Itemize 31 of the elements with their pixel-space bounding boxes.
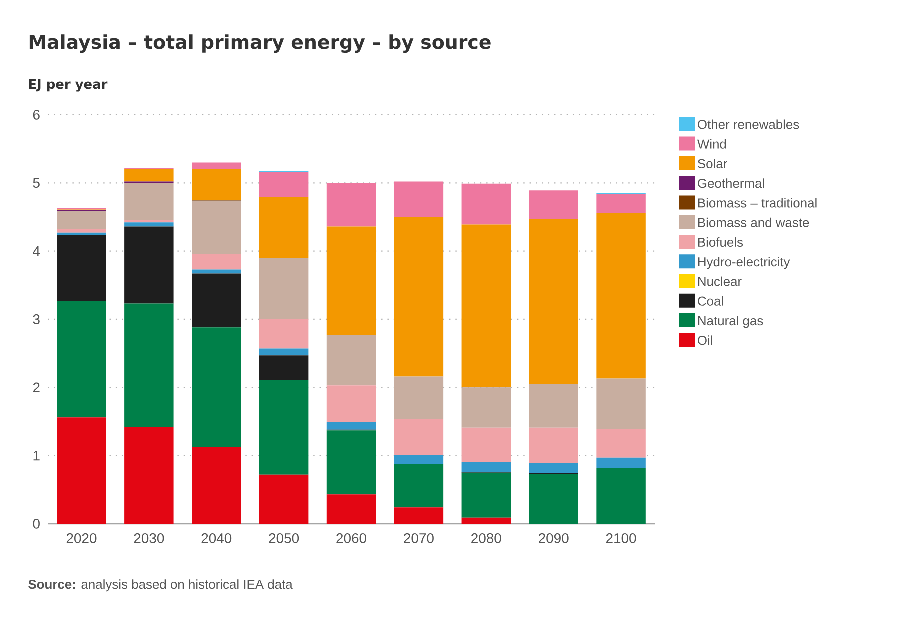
- legend-label: Biomass – traditional: [698, 198, 817, 208]
- y-axis-title: EJ per year: [29, 80, 108, 92]
- legend-label: Natural gas: [698, 316, 764, 328]
- legend-label: Hydro-electricity: [698, 257, 790, 270]
- x-tick-label: 2040: [202, 533, 232, 544]
- x-tick-label: 2090: [539, 533, 569, 544]
- x-tick-label: 2060: [336, 533, 366, 544]
- x-tick-label: 2020: [66, 533, 97, 544]
- y-tick-label: 4: [33, 246, 40, 256]
- y-tick-label: 3: [33, 314, 40, 324]
- legend-label: Solar: [698, 158, 728, 169]
- legend-label: Oil: [698, 336, 712, 346]
- legend-label: Geothermal: [698, 178, 764, 188]
- y-tick-label: 6: [33, 110, 40, 120]
- legend-label: Wind: [698, 139, 726, 149]
- legend-label: Nuclear: [698, 276, 742, 286]
- legend-label: Biomass and waste: [698, 218, 810, 228]
- legend-label: Coal: [698, 296, 724, 306]
- x-tick-label: 2030: [134, 533, 164, 544]
- y-tick-label: 2: [33, 382, 40, 393]
- text: Source: analysis based on historical IEA data: [28, 580, 293, 592]
- y-tick-label: 1: [34, 451, 40, 461]
- x-tick-label: 2080: [472, 533, 502, 544]
- y-tick-label: 0: [33, 519, 40, 529]
- chart-title: Malaysia – total primary energy – by source: [30, 34, 491, 54]
- x-tick-label: 2100: [606, 533, 636, 544]
- legend-label: Biofuels: [698, 238, 744, 248]
- y-tick-label: 5: [33, 178, 40, 188]
- x-tick-label: 2050: [269, 533, 300, 544]
- x-tick-label: 2070: [404, 533, 434, 544]
- legend-label: Other renewables: [698, 120, 800, 130]
